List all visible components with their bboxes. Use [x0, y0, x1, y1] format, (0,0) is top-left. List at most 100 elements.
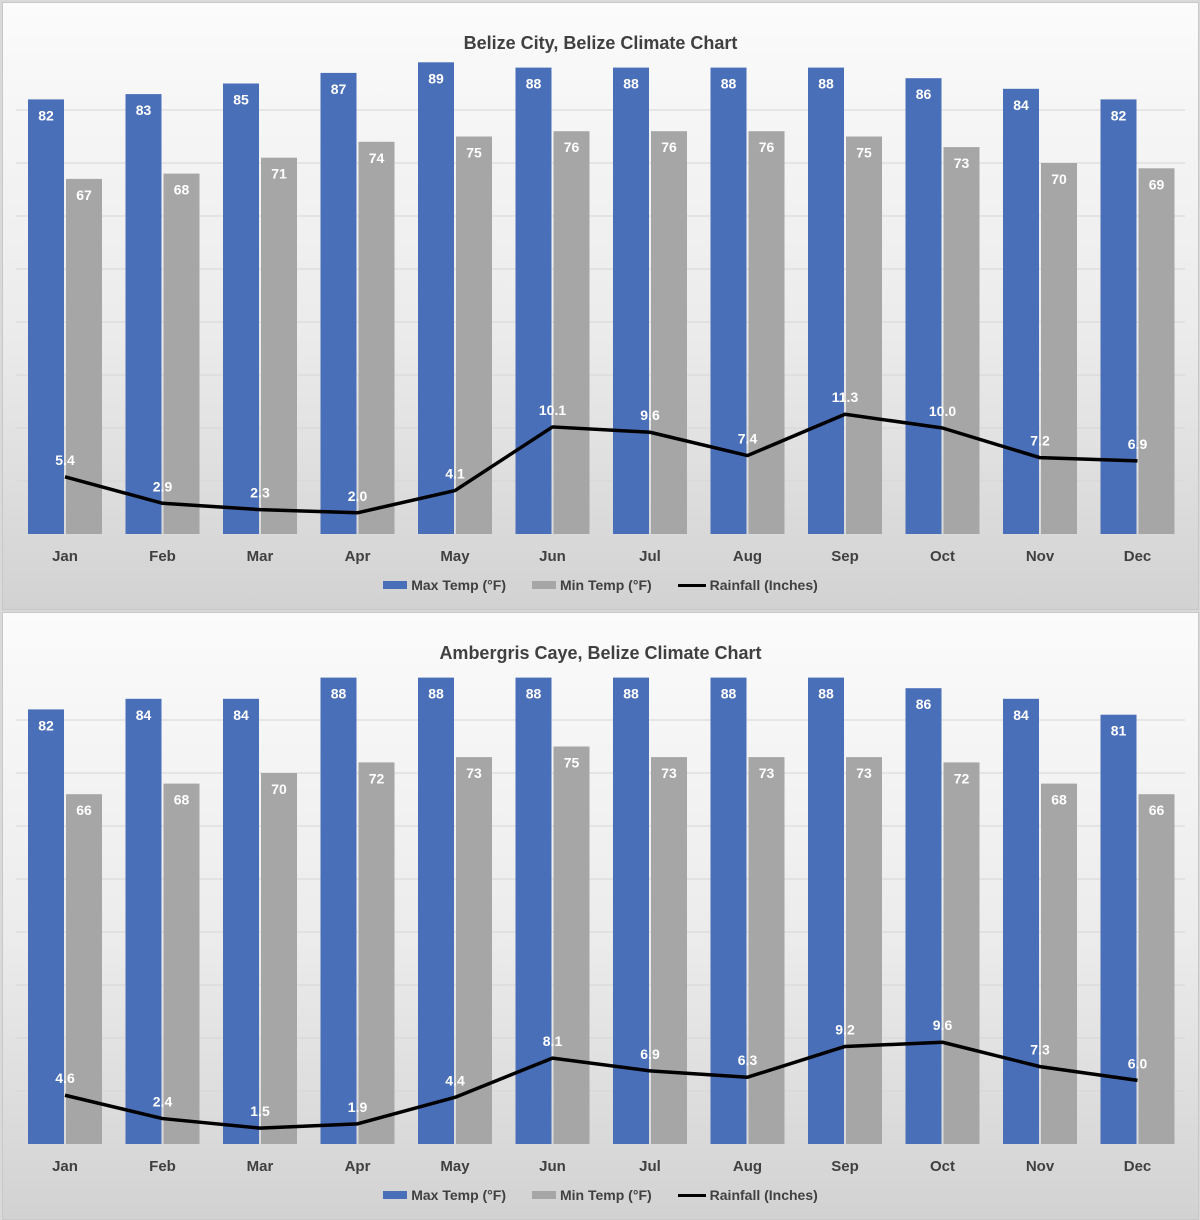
bar-max-temp	[223, 698, 259, 1144]
bar-max-temp	[418, 62, 454, 535]
rainfall-label: 6.9	[640, 1046, 660, 1062]
rainfall-label: 4.4	[445, 1072, 465, 1088]
x-tick-label: Dec	[1124, 1158, 1152, 1175]
bar-label-max-temp: 88	[526, 686, 542, 702]
bar-label-min-temp: 68	[174, 182, 190, 198]
bar-label-min-temp: 75	[564, 755, 580, 771]
rainfall-label: 11.3	[832, 389, 859, 405]
legend-swatch-max-temp	[383, 581, 408, 589]
bar-max-temp	[515, 67, 552, 534]
legend-label-min-temp: Min Temp (°F)	[560, 577, 652, 593]
x-tick-label: Jul	[639, 1158, 661, 1175]
bar-label-max-temp: 88	[818, 76, 834, 92]
bar-label-max-temp: 84	[1013, 97, 1029, 113]
bar-label-max-temp: 88	[428, 686, 444, 702]
bar-label-min-temp: 72	[954, 770, 970, 786]
bar-label-max-temp: 88	[526, 76, 542, 92]
chart-title: Belize City, Belize Climate Chart	[463, 33, 738, 53]
legend-label-min-temp: Min Temp (°F)	[560, 1187, 652, 1203]
x-tick-label: May	[440, 1158, 470, 1175]
bar-max-temp	[125, 94, 162, 534]
bar-max-temp	[710, 67, 747, 534]
bar-label-max-temp: 84	[136, 707, 152, 723]
legend-item-min-temp: Min Temp (°F)	[532, 1187, 652, 1203]
rainfall-label: 1.5	[250, 1103, 270, 1119]
bar-max-temp	[418, 677, 454, 1144]
bar-label-max-temp: 82	[38, 717, 54, 733]
legend-swatch-max-temp	[383, 1191, 408, 1199]
bar-label-min-temp: 70	[271, 781, 287, 797]
bar-min-temp	[553, 746, 590, 1144]
bar-max-temp	[808, 67, 844, 534]
legend-swatch-rainfall	[677, 583, 706, 587]
bar-min-temp	[1138, 168, 1175, 535]
legend-label-rainfall: Rainfall (Inches)	[709, 1187, 818, 1203]
bar-label-min-temp: 73	[856, 765, 872, 781]
x-tick-label: Jan	[52, 1158, 78, 1175]
bar-max-temp	[1003, 88, 1039, 535]
rainfall-label: 9.2	[835, 1021, 855, 1037]
bar-label-min-temp: 68	[174, 792, 190, 808]
rainfall-label: 7.3	[1030, 1042, 1050, 1058]
x-tick-label: Apr	[345, 1158, 371, 1175]
x-tick-label: Mar	[247, 548, 274, 565]
bar-min-temp	[846, 136, 882, 534]
x-tick-label: Jan	[52, 548, 78, 565]
bar-max-temp	[320, 677, 357, 1144]
bar-max-temp	[28, 99, 64, 535]
x-tick-label: Oct	[930, 548, 955, 565]
chart-legend: Max Temp (°F) Min Temp (°F) Rainfall (In…	[3, 1187, 1198, 1203]
bar-label-max-temp: 84	[233, 707, 249, 723]
bar-max-temp	[28, 709, 64, 1144]
bar-min-temp	[1041, 783, 1077, 1144]
rainfall-label: 7.4	[738, 431, 758, 447]
x-tick-label: Dec	[1124, 548, 1152, 565]
rainfall-label: 10.0	[929, 403, 956, 419]
bar-label-max-temp: 84	[1013, 707, 1029, 723]
bar-label-max-temp: 85	[233, 92, 249, 108]
bar-label-max-temp: 88	[721, 686, 737, 702]
bar-min-temp	[163, 173, 200, 534]
bar-label-max-temp: 88	[623, 686, 639, 702]
bar-min-temp	[456, 757, 492, 1144]
rainfall-label: 9.6	[933, 1017, 953, 1033]
bar-max-temp	[613, 677, 649, 1144]
rainfall-label: 2.4	[153, 1094, 173, 1110]
bar-min-temp	[943, 762, 980, 1144]
bar-min-temp	[261, 773, 297, 1144]
bar-label-min-temp: 71	[271, 166, 287, 182]
bar-label-max-temp: 82	[38, 107, 54, 123]
chart-plot: 82 67 Jan 83 68 Feb 85 71 Mar 87 74 Apr 89 75 May 88 76 J…	[16, 62, 1185, 565]
bar-label-min-temp: 76	[661, 139, 677, 155]
x-tick-label: Feb	[149, 548, 176, 565]
x-tick-label: Nov	[1026, 548, 1055, 565]
bar-min-temp	[456, 136, 492, 534]
bar-label-max-temp: 86	[916, 86, 932, 102]
bar-max-temp	[125, 698, 162, 1144]
bar-label-max-temp: 88	[623, 76, 639, 92]
rainfall-label: 2.3	[250, 485, 270, 501]
bar-label-max-temp: 88	[331, 686, 347, 702]
rainfall-label: 5.4	[55, 452, 75, 468]
bar-label-max-temp: 87	[331, 81, 347, 97]
legend-item-min-temp: Min Temp (°F)	[532, 577, 652, 593]
bar-min-temp	[1138, 794, 1175, 1144]
legend-swatch-min-temp	[532, 581, 556, 589]
legend-label-max-temp: Max Temp (°F)	[411, 1187, 506, 1203]
bar-min-temp	[553, 131, 590, 534]
rainfall-line	[64, 412, 1138, 515]
bar-min-temp	[943, 147, 980, 534]
bar-label-max-temp: 89	[428, 70, 444, 86]
belize-city-chart: Belize City, Belize Climate Chart 82 67 Ja…	[2, 2, 1199, 610]
bar-min-temp	[163, 783, 200, 1144]
bar-label-max-temp: 83	[136, 102, 152, 118]
bar-label-min-temp: 73	[466, 765, 482, 781]
bar-label-min-temp: 75	[856, 145, 872, 161]
legend-item-max-temp: Max Temp (°F)	[383, 577, 506, 593]
bar-label-min-temp: 73	[759, 765, 775, 781]
legend-item-rainfall: Rainfall (Inches)	[677, 577, 818, 593]
rainfall-label: 10.1	[539, 402, 566, 418]
x-tick-label: May	[440, 548, 470, 565]
rainfall-label: 1.9	[348, 1099, 368, 1115]
legend-item-max-temp: Max Temp (°F)	[383, 1187, 506, 1203]
